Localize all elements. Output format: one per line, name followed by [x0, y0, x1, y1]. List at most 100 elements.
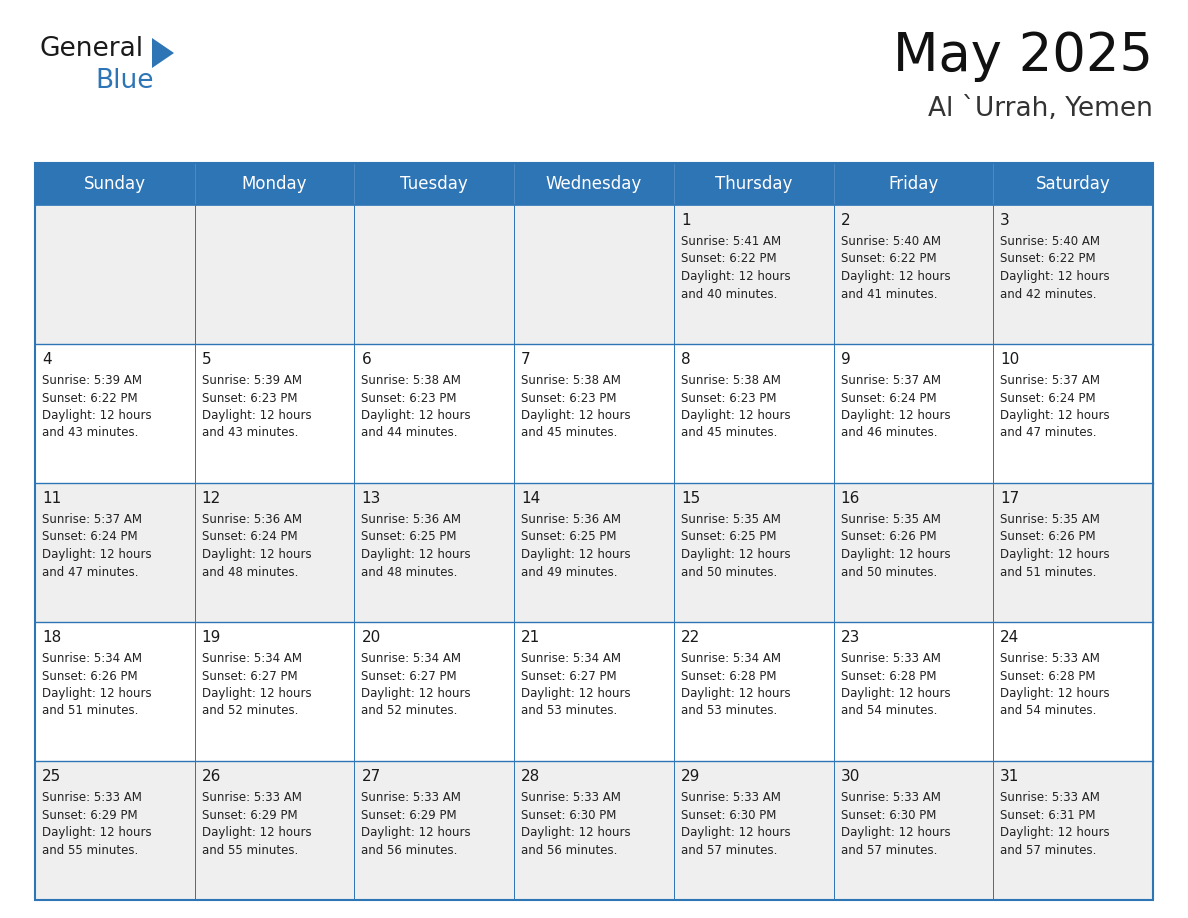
Text: and 43 minutes.: and 43 minutes.	[202, 427, 298, 440]
Text: Daylight: 12 hours: Daylight: 12 hours	[522, 548, 631, 561]
Bar	[514, 483, 674, 622]
Text: Thursday: Thursday	[715, 175, 792, 193]
Bar	[34, 344, 195, 483]
Text: 9: 9	[841, 352, 851, 367]
Text: Sunset: 6:27 PM: Sunset: 6:27 PM	[361, 669, 457, 682]
Text: Sunset: 6:23 PM: Sunset: 6:23 PM	[681, 391, 776, 405]
Text: Sunrise: 5:34 AM: Sunrise: 5:34 AM	[361, 652, 461, 665]
Text: Daylight: 12 hours: Daylight: 12 hours	[681, 548, 790, 561]
Bar	[195, 344, 354, 483]
Text: Sunrise: 5:41 AM: Sunrise: 5:41 AM	[681, 235, 781, 248]
Bar	[34, 163, 195, 205]
Bar	[834, 622, 993, 761]
Text: Daylight: 12 hours: Daylight: 12 hours	[841, 409, 950, 422]
Text: Sunset: 6:30 PM: Sunset: 6:30 PM	[681, 809, 776, 822]
Text: 30: 30	[841, 769, 860, 784]
Text: 8: 8	[681, 352, 690, 367]
Text: and 56 minutes.: and 56 minutes.	[522, 844, 618, 856]
Text: Daylight: 12 hours: Daylight: 12 hours	[841, 548, 950, 561]
Text: 2: 2	[841, 213, 851, 228]
Text: and 57 minutes.: and 57 minutes.	[841, 844, 937, 856]
Text: 3: 3	[1000, 213, 1010, 228]
Text: Friday: Friday	[889, 175, 939, 193]
Text: 21: 21	[522, 630, 541, 645]
Text: and 45 minutes.: and 45 minutes.	[522, 427, 618, 440]
Text: and 49 minutes.: and 49 minutes.	[522, 565, 618, 578]
Text: Sunrise: 5:34 AM: Sunrise: 5:34 AM	[42, 652, 143, 665]
Bar	[195, 483, 354, 622]
Text: and 50 minutes.: and 50 minutes.	[841, 565, 937, 578]
Bar	[993, 761, 1154, 900]
Text: Sunrise: 5:36 AM: Sunrise: 5:36 AM	[361, 513, 461, 526]
Text: Monday: Monday	[242, 175, 308, 193]
Text: 19: 19	[202, 630, 221, 645]
Bar	[834, 344, 993, 483]
Text: Daylight: 12 hours: Daylight: 12 hours	[522, 826, 631, 839]
Text: 25: 25	[42, 769, 62, 784]
Bar	[514, 163, 674, 205]
Bar	[674, 163, 834, 205]
Text: Daylight: 12 hours: Daylight: 12 hours	[681, 409, 790, 422]
Text: Sunrise: 5:37 AM: Sunrise: 5:37 AM	[42, 513, 143, 526]
Text: 23: 23	[841, 630, 860, 645]
Text: Sunset: 6:22 PM: Sunset: 6:22 PM	[841, 252, 936, 265]
Text: and 44 minutes.: and 44 minutes.	[361, 427, 457, 440]
Text: Sunrise: 5:33 AM: Sunrise: 5:33 AM	[841, 791, 941, 804]
Text: Sunrise: 5:34 AM: Sunrise: 5:34 AM	[202, 652, 302, 665]
Bar	[354, 483, 514, 622]
Bar	[674, 205, 834, 344]
Text: Daylight: 12 hours: Daylight: 12 hours	[1000, 548, 1110, 561]
Bar	[674, 483, 834, 622]
Text: Blue: Blue	[95, 68, 153, 94]
Bar	[34, 205, 195, 344]
Text: Sunrise: 5:34 AM: Sunrise: 5:34 AM	[522, 652, 621, 665]
Text: Sunset: 6:25 PM: Sunset: 6:25 PM	[681, 531, 776, 543]
Text: General: General	[40, 36, 144, 62]
Text: Sunday: Sunday	[84, 175, 146, 193]
Text: Sunrise: 5:34 AM: Sunrise: 5:34 AM	[681, 652, 781, 665]
Text: Daylight: 12 hours: Daylight: 12 hours	[681, 826, 790, 839]
Text: and 54 minutes.: and 54 minutes.	[841, 704, 937, 718]
Text: 20: 20	[361, 630, 380, 645]
Text: Sunrise: 5:38 AM: Sunrise: 5:38 AM	[681, 374, 781, 387]
Text: 13: 13	[361, 491, 381, 506]
Bar	[993, 344, 1154, 483]
Text: 1: 1	[681, 213, 690, 228]
Text: and 55 minutes.: and 55 minutes.	[202, 844, 298, 856]
Text: Sunset: 6:24 PM: Sunset: 6:24 PM	[42, 531, 138, 543]
Text: Sunrise: 5:35 AM: Sunrise: 5:35 AM	[841, 513, 941, 526]
Text: and 52 minutes.: and 52 minutes.	[202, 704, 298, 718]
Text: Daylight: 12 hours: Daylight: 12 hours	[1000, 687, 1110, 700]
Bar	[993, 622, 1154, 761]
Text: 15: 15	[681, 491, 700, 506]
Text: and 47 minutes.: and 47 minutes.	[42, 565, 139, 578]
Bar	[354, 622, 514, 761]
Text: Sunset: 6:25 PM: Sunset: 6:25 PM	[522, 531, 617, 543]
Bar	[674, 344, 834, 483]
Polygon shape	[152, 38, 173, 68]
Text: Sunset: 6:24 PM: Sunset: 6:24 PM	[841, 391, 936, 405]
Text: Sunrise: 5:33 AM: Sunrise: 5:33 AM	[522, 791, 621, 804]
Text: 11: 11	[42, 491, 62, 506]
Bar	[195, 205, 354, 344]
Bar	[514, 761, 674, 900]
Text: and 40 minutes.: and 40 minutes.	[681, 287, 777, 300]
Text: and 48 minutes.: and 48 minutes.	[202, 565, 298, 578]
Bar	[993, 205, 1154, 344]
Text: and 55 minutes.: and 55 minutes.	[42, 844, 138, 856]
Bar	[195, 761, 354, 900]
Text: 17: 17	[1000, 491, 1019, 506]
Text: Sunset: 6:23 PM: Sunset: 6:23 PM	[202, 391, 297, 405]
Text: and 57 minutes.: and 57 minutes.	[1000, 844, 1097, 856]
Text: Sunset: 6:26 PM: Sunset: 6:26 PM	[1000, 531, 1095, 543]
Text: 14: 14	[522, 491, 541, 506]
Text: Sunrise: 5:39 AM: Sunrise: 5:39 AM	[42, 374, 143, 387]
Bar	[674, 761, 834, 900]
Text: and 51 minutes.: and 51 minutes.	[42, 704, 138, 718]
Text: 24: 24	[1000, 630, 1019, 645]
Text: Sunset: 6:24 PM: Sunset: 6:24 PM	[202, 531, 297, 543]
Text: Sunset: 6:27 PM: Sunset: 6:27 PM	[202, 669, 297, 682]
Text: Sunrise: 5:35 AM: Sunrise: 5:35 AM	[681, 513, 781, 526]
Text: and 54 minutes.: and 54 minutes.	[1000, 704, 1097, 718]
Text: Wednesday: Wednesday	[545, 175, 643, 193]
